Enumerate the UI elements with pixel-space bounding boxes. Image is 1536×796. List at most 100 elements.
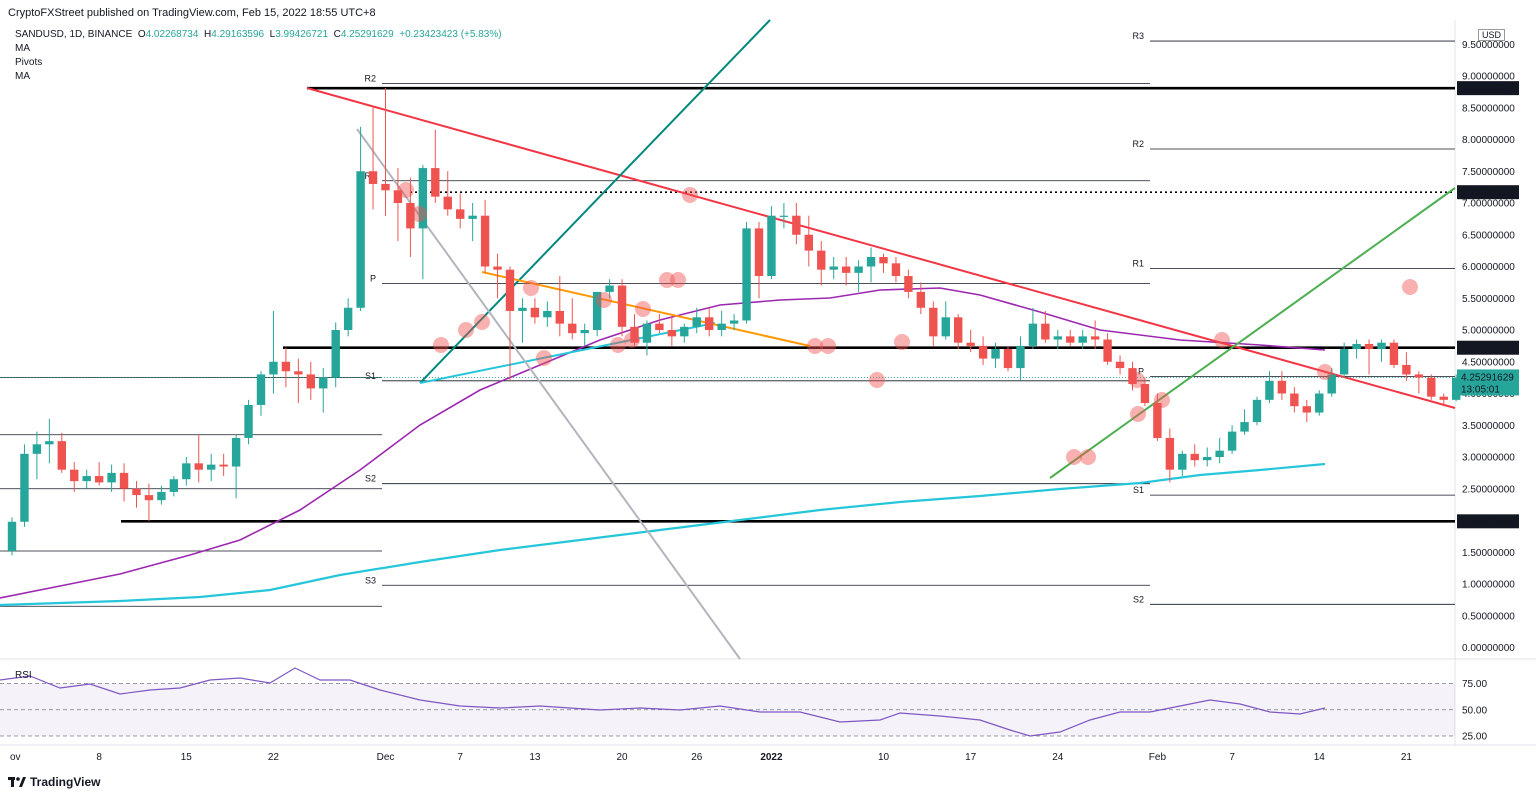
y-tick-label: 7.00000000 [1462,199,1515,210]
x-tick-label: ov [10,752,21,763]
indicator-pivots[interactable]: Pivots [15,57,43,68]
candle-body [717,323,726,330]
candle-body [132,488,141,496]
candle-body [1352,343,1361,350]
candle-body [904,276,913,292]
candle-body [580,330,589,334]
candle-body [829,266,838,270]
ma-50-line [0,287,1326,599]
touch-marker [820,338,836,354]
candle-body [431,168,440,197]
candle-body [319,377,328,389]
candle-body [978,345,988,359]
candle-body [1190,453,1199,461]
x-tick-label: Feb [1149,752,1167,763]
candle-body [742,228,751,321]
pivot-label: R2 [1132,139,1144,149]
candle-body [692,317,701,327]
candle-body [1277,380,1287,394]
touch-marker [610,337,626,353]
touch-marker [1402,279,1418,295]
indicator-ma-1[interactable]: MA [15,43,30,54]
candle-body [294,371,303,375]
y-tick-label: 7.50000000 [1462,167,1515,178]
candle-body [107,472,116,483]
candle-body [94,476,104,483]
key-level-badge [1457,340,1519,355]
x-tick-label: 26 [691,752,703,763]
cyan-support-line [419,322,716,384]
candle-body [1103,339,1112,362]
candle-body [406,203,415,229]
candle-body [1066,336,1075,343]
x-tick-label: 7 [1229,752,1235,763]
pivot-label: S2 [1133,594,1144,604]
y-tick-label: 1.50000000 [1462,548,1515,559]
x-tick-label: 14 [1314,752,1326,763]
y-tick-label: 6.00000000 [1462,262,1515,273]
tradingview-brand[interactable]: TradingView [8,775,100,789]
open-label: O [137,29,146,40]
candle-body [866,256,876,267]
candle-body [1364,343,1374,350]
candle-body [219,464,228,467]
y-tick-label: 3.00000000 [1462,453,1515,464]
last-price-label: 4.25291629 [1461,372,1514,383]
candle-body [617,285,627,327]
countdown-label: 13:05:01 [1461,384,1500,395]
x-tick-label: 10 [878,752,890,763]
touch-marker [1066,449,1082,465]
candle-body [1327,374,1336,394]
x-tick-label: 15 [181,752,193,763]
key-level-label: 8.80878547 [1461,84,1514,95]
x-tick-label: 8 [96,752,102,763]
y-tick-label: 1.00000000 [1462,580,1515,591]
rsi-tick-label: 25.00 [1462,732,1487,743]
candle-body [57,441,66,470]
candle-body [680,326,689,337]
candle-body [1016,345,1025,369]
candle-body [256,374,266,405]
y-tick-label: 5.50000000 [1462,294,1515,305]
brand-label: TradingView [30,775,101,789]
y-tick-label: 5.00000000 [1462,326,1515,337]
candle-body [767,215,776,277]
candle-body [667,330,677,337]
candle-body [1402,364,1411,375]
touch-marker [1130,406,1146,422]
candle-body [1339,349,1349,375]
candle-body [381,183,390,191]
ma-200-line [0,462,1326,607]
close-label: C [333,29,341,40]
touch-marker [1129,372,1145,388]
candle-body [841,266,851,273]
candle-body [45,441,54,445]
key-level-label: 7.17027123 [1461,188,1514,199]
rsi-label[interactable]: RSI [15,670,32,681]
touch-marker [398,182,414,198]
touch-marker [433,337,449,353]
candle-body [655,323,664,330]
candle-body [1041,323,1050,340]
candle-body [1389,342,1399,365]
x-tick-label: 7 [457,752,463,763]
candle-body [119,472,129,489]
candle-body [705,317,714,330]
candle-body [393,190,403,203]
candle-body [194,463,203,470]
candle-body [368,171,378,184]
candle-body [1053,336,1062,340]
candle-body [941,317,950,337]
candle-body [1227,431,1237,451]
x-tick-label: Dec [377,752,395,763]
candle-body [891,263,901,277]
candle-body [1078,336,1087,343]
candle-body [991,349,1000,359]
candle-body [505,269,515,311]
key-level-label: 4.72085928 [1461,344,1514,355]
candle-body [729,320,739,324]
currency-badge[interactable]: USD [1478,29,1506,41]
candle-body [1028,323,1038,346]
indicator-ma-2[interactable]: MA [15,71,30,82]
